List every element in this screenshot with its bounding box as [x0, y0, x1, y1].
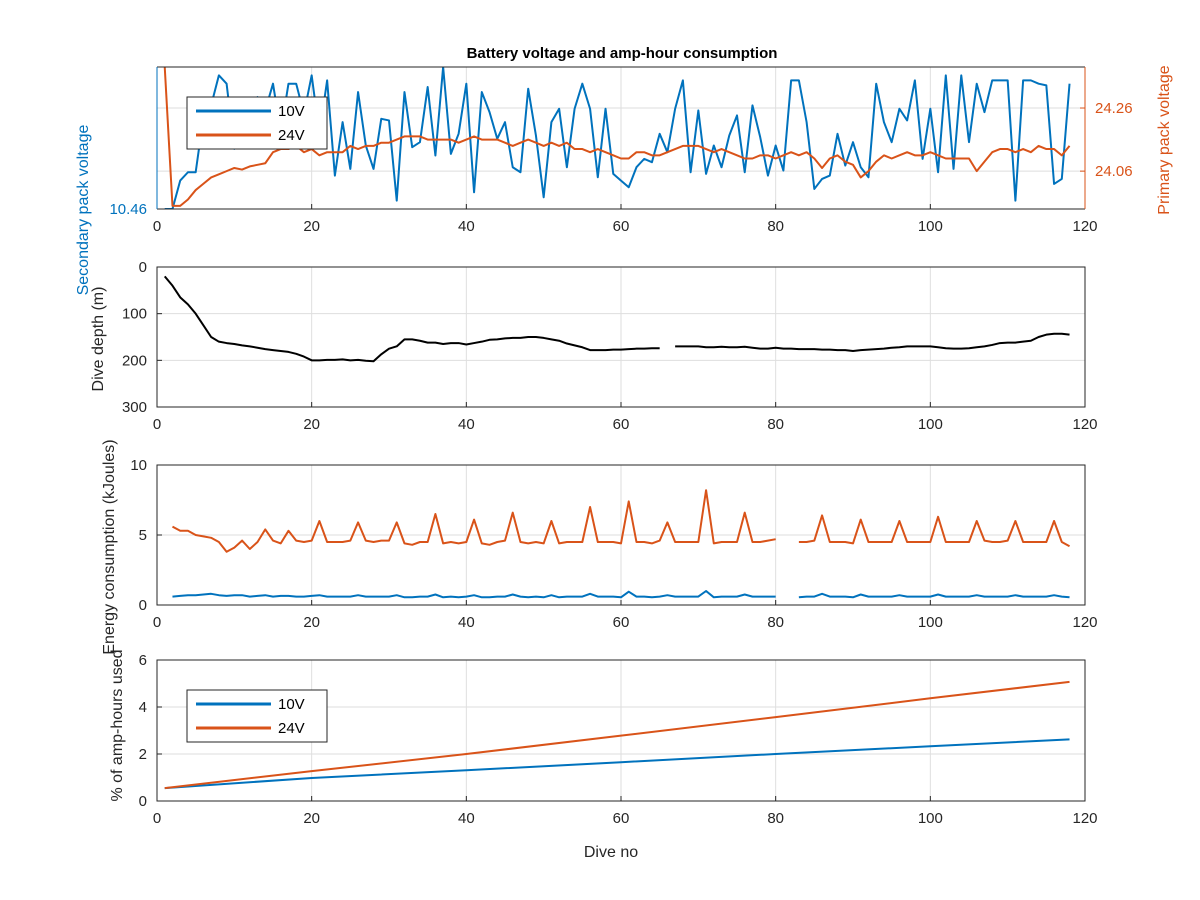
- x-tick-label: 60: [613, 218, 630, 235]
- legend-label: 10V: [278, 103, 305, 120]
- x-tick-label: 20: [303, 614, 320, 631]
- x-tick-label: 100: [918, 416, 943, 433]
- x-tick-label: 120: [1072, 614, 1097, 631]
- x-tick-label: 80: [767, 614, 784, 631]
- x-tick-label: 0: [153, 810, 161, 827]
- y-axis-label: Energy consumption (kJoules): [101, 439, 118, 654]
- axis-box: [156, 659, 1086, 802]
- legend-label: 24V: [278, 127, 305, 144]
- x-tick-label: 0: [153, 614, 161, 631]
- y-right-tick-label: 24.26: [1095, 100, 1133, 117]
- series-line-1: [172, 590, 1070, 599]
- y-tick-label: 5: [139, 527, 147, 544]
- x-tick-label: 0: [153, 416, 161, 433]
- y-tick-label: 0: [139, 597, 147, 614]
- subplot-2: 0 20 40 60 80 100 120 0 100 200 300 Dive depth (m): [90, 259, 1098, 433]
- legend-label: 24V: [278, 720, 305, 737]
- series-line-0: [163, 275, 1070, 363]
- x-tick-label: 20: [303, 416, 320, 433]
- series-line-24V: [163, 67, 1071, 207]
- x-tick-label: 40: [458, 416, 475, 433]
- x-tick-label: 80: [767, 810, 784, 827]
- y-axis-label: Dive depth (m): [90, 287, 107, 392]
- series-line-0: [171, 489, 1071, 553]
- series-line-24V: [164, 680, 1070, 790]
- x-tick-label: 120: [1072, 810, 1097, 827]
- axis-box: [156, 464, 1086, 606]
- series-line-10V: [164, 738, 1070, 790]
- x-tick-label: 80: [767, 218, 784, 235]
- x-tick-label: 80: [767, 416, 784, 433]
- figure-title: Battery voltage and amp-hour consumption: [467, 45, 778, 62]
- y-right-tick-label: 24.06: [1095, 163, 1133, 180]
- x-tick-label: 120: [1072, 416, 1097, 433]
- x-tick-label: 60: [613, 614, 630, 631]
- y-tick-label: 6: [139, 652, 147, 669]
- x-tick-label: 100: [918, 810, 943, 827]
- subplot-4: 0 20 40 60 80 100 120 0 2 4 6 % of amp-hours used Di…: [109, 649, 1098, 861]
- x-tick-label: 0: [153, 218, 161, 235]
- x-tick-label: 40: [458, 218, 475, 235]
- y-left-axis-label: Secondary pack voltage: [75, 125, 92, 296]
- subplot-1: 0 20 40 60 80 100 120 10.46 24.06 24.26 Secondary …: [75, 65, 1173, 295]
- legend-label: 10V: [278, 696, 305, 713]
- subplot-3: 0 20 40 60 80 100 120 0 5 10 Energy consumption (k…: [101, 439, 1098, 654]
- y-tick-label: 200: [122, 352, 147, 369]
- x-tick-label: 120: [1072, 218, 1097, 235]
- x-tick-label: 100: [918, 218, 943, 235]
- legend-box: [186, 689, 328, 743]
- y-axis-label: % of amp-hours used: [109, 649, 126, 801]
- y-tick-label: 0: [139, 259, 147, 276]
- x-tick-label: 60: [613, 810, 630, 827]
- x-tick-label: 100: [918, 614, 943, 631]
- series-group: [164, 680, 1070, 790]
- y-right-axis-label: Primary pack voltage: [1156, 65, 1173, 214]
- y-tick-label: 2: [139, 746, 147, 763]
- x-tick-label: 60: [613, 416, 630, 433]
- y-tick-label: 10: [130, 457, 147, 474]
- x-tick-label: 40: [458, 810, 475, 827]
- legend-box: [186, 96, 328, 150]
- x-axis-label: Dive no: [584, 844, 638, 861]
- y-tick-label: 100: [122, 306, 147, 323]
- x-tick-label: 20: [303, 810, 320, 827]
- x-tick-label: 40: [458, 614, 475, 631]
- axis-box: [156, 266, 1086, 408]
- x-tick-label: 20: [303, 218, 320, 235]
- series-group: [171, 489, 1071, 599]
- y-tick-label: 0: [139, 793, 147, 810]
- y-tick-label: 300: [122, 399, 147, 416]
- y-left-tick-label: 10.46: [109, 201, 147, 218]
- y-tick-label: 4: [139, 699, 147, 716]
- series-group: [163, 275, 1070, 363]
